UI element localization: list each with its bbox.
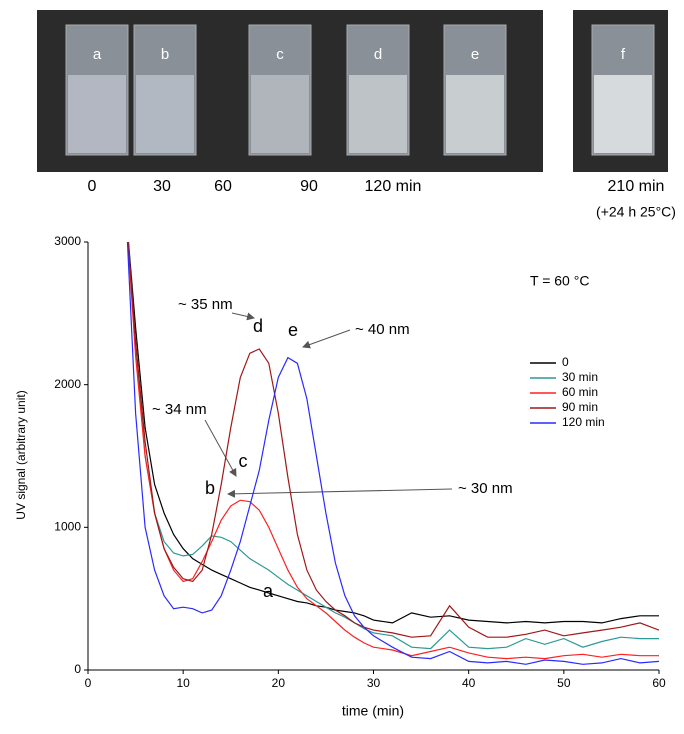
y-axis-label: UV signal (arbitrary unit): [14, 390, 28, 519]
plot-area: [126, 242, 659, 665]
y-tick-label: 0: [74, 662, 81, 676]
slide-label: e: [471, 46, 479, 63]
annotation: ~ 30 nm: [458, 480, 513, 497]
x-tick-label: 30: [367, 676, 381, 690]
data-line: [127, 242, 659, 624]
legend-label: 30 min: [562, 370, 598, 384]
photo-caption: 120 min: [365, 178, 422, 195]
photo-caption: 90: [300, 178, 318, 195]
annotation: b: [205, 478, 215, 498]
legend-label: 0: [562, 355, 569, 369]
chart-title: T = 60 °C: [530, 273, 589, 289]
data-line: [127, 242, 659, 638]
slide-label: c: [276, 46, 284, 63]
photo-caption: 60: [214, 178, 232, 195]
x-tick-label: 40: [462, 676, 476, 690]
photo-caption: 0: [88, 178, 97, 195]
photo-caption: 210 min: [608, 178, 665, 195]
slide-label: b: [161, 46, 169, 63]
photo-note: (+24 h 25°C): [596, 204, 676, 220]
slide-label: a: [93, 46, 102, 63]
y-tick-label: 3000: [54, 234, 81, 248]
x-tick-label: 10: [176, 676, 190, 690]
x-tick-label: 20: [272, 676, 286, 690]
slide-label: f: [621, 46, 626, 63]
annotation: ~ 35 nm: [178, 296, 233, 313]
legend-label: 60 min: [562, 385, 598, 399]
annotation: ~ 34 nm: [152, 401, 207, 418]
slide-coating: [251, 75, 309, 153]
y-tick-label: 1000: [54, 520, 81, 534]
data-line: [127, 242, 659, 660]
legend-label: 90 min: [562, 400, 598, 414]
slide-coating: [446, 75, 504, 153]
slide-label: d: [374, 46, 382, 63]
data-line: [126, 242, 659, 665]
slide-coating: [349, 75, 407, 153]
y-tick-label: 2000: [54, 377, 81, 391]
annotation: c: [239, 451, 248, 471]
data-line: [127, 242, 659, 650]
arrows: [204, 312, 453, 498]
annotation: e: [288, 320, 298, 340]
x-tick-label: 50: [557, 676, 571, 690]
slide-coating: [68, 75, 126, 153]
annotation: ~ 40 nm: [355, 321, 410, 338]
legend-label: 120 min: [562, 415, 605, 429]
x-tick-label: 60: [652, 676, 666, 690]
photo-caption: 30: [153, 178, 171, 195]
annotation: a: [263, 581, 274, 601]
slide-coating: [136, 75, 194, 153]
annotation: d: [253, 316, 263, 336]
x-axis-label: time (min): [342, 703, 404, 719]
slide-coating: [594, 75, 652, 153]
x-tick-label: 0: [85, 676, 92, 690]
